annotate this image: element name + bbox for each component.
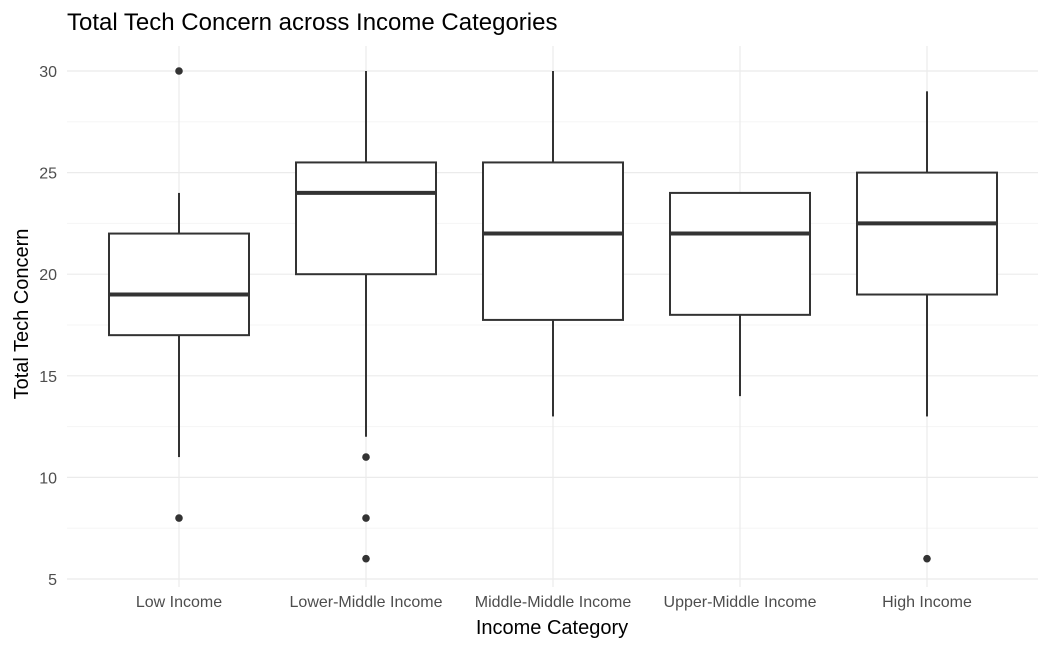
box-body <box>669 191 811 316</box>
plot-boxes <box>108 67 998 563</box>
y-tick-label: 15 <box>39 369 57 386</box>
x-tick-label: Lower-Middle Income <box>290 594 443 611</box>
y-axis-title: Total Tech Concern <box>11 229 33 400</box>
x-tick-label: High Income <box>882 594 972 611</box>
y-tick-label: 20 <box>39 267 57 284</box>
box-group <box>108 67 250 522</box>
x-tick-label: Upper-Middle Income <box>664 594 817 611</box>
outlier-point <box>362 514 370 522</box>
x-axis-title: Income Category <box>476 617 628 639</box>
y-axis-ticks: 5 10 15 20 25 30 <box>39 64 57 589</box>
box-group <box>482 71 624 417</box>
box-body <box>295 161 437 276</box>
box-group <box>856 91 998 563</box>
x-tick-label: Low Income <box>136 594 222 611</box>
x-axis-ticks: Low Income Lower-Middle Income Middle-Midd… <box>136 594 972 611</box>
box-body <box>482 161 624 321</box>
box-group <box>669 191 811 397</box>
box-group <box>295 71 437 563</box>
y-tick-label: 30 <box>39 64 57 81</box>
box-body <box>108 232 250 337</box>
y-tick-label: 5 <box>48 572 57 589</box>
outlier-point <box>362 554 370 563</box>
outlier-point <box>362 453 370 461</box>
outlier-point <box>175 67 183 75</box>
outlier-point <box>923 554 931 563</box>
outlier-point <box>175 514 183 522</box>
x-tick-label: Middle-Middle Income <box>475 594 632 611</box>
y-tick-label: 25 <box>39 166 57 183</box>
chart-title: Total Tech Concern across Income Categor… <box>67 9 557 36</box>
y-tick-label: 10 <box>39 470 57 487</box>
box-body <box>856 171 998 296</box>
